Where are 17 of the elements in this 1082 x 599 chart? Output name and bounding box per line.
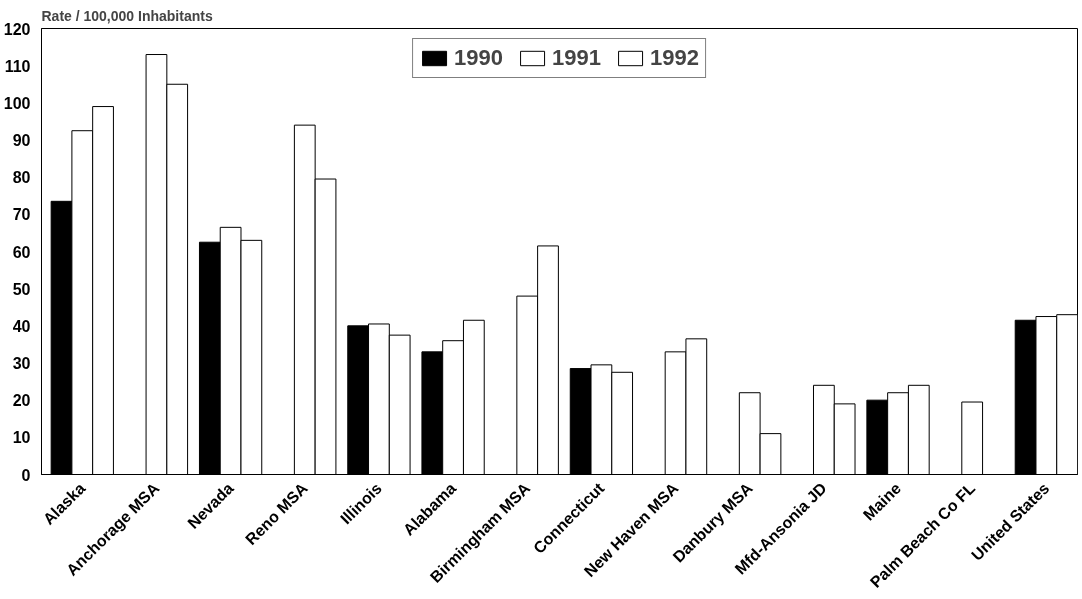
y-tick-label: 10 [12,429,31,447]
legend-label: 1990 [454,45,504,71]
y-tick-label: 30 [12,355,31,372]
y-tick-label: 20 [12,392,31,410]
y-tick-label: 70 [12,206,31,224]
legend-label: 1992 [649,45,699,71]
y-tick-label: 90 [12,132,31,149]
y-tick-label: 50 [12,280,31,298]
y-tick-label: 40 [12,317,31,335]
legend-label: 1991 [552,45,601,71]
y-tick-label: 80 [12,169,31,187]
y-tick-label: 120 [3,20,31,38]
y-tick-label: 0 [21,466,31,484]
y-tick-label: 100 [3,94,31,112]
y-tick-label: 110 [4,57,31,75]
y-axis-title: Rate / 100,000 Inhabitants [41,7,213,24]
y-tick-label: 60 [12,243,31,261]
